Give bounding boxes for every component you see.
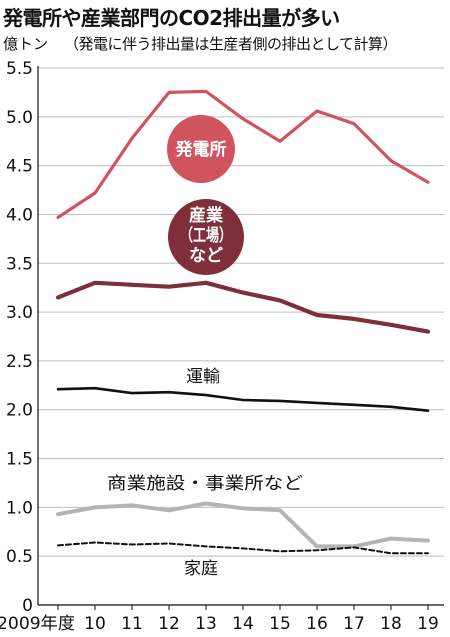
y-tick-label: 3.5: [6, 254, 33, 274]
x-tick-label: 12: [158, 614, 180, 634]
x-tick-label: 13: [195, 614, 217, 634]
y-tick-label: 2.0: [6, 401, 33, 421]
x-tick-label: 2009年度: [0, 614, 75, 634]
y-tick-label: 0.5: [6, 547, 33, 567]
y-tick-label: 4.0: [6, 205, 33, 225]
household-label: 家庭: [184, 559, 218, 579]
commercial-label: 商業施設・事業所など: [107, 474, 303, 494]
industry-label-line: 産業: [189, 205, 223, 226]
y-tick-label: 4.5: [6, 157, 33, 177]
y-tick-label: 5.0: [6, 108, 33, 128]
y-tick-label: 1.5: [6, 450, 33, 470]
x-tick-label: 11: [121, 614, 143, 634]
power-plant-label: 発電所: [175, 139, 227, 160]
y-tick-label: 5.5: [6, 59, 33, 79]
industry-label-line: など: [189, 246, 223, 266]
x-tick-label: 14: [232, 614, 254, 634]
commercial-line: [56, 501, 430, 549]
y-tick-label: 3.0: [6, 303, 33, 323]
x-tick-label: 18: [380, 614, 402, 634]
transport-line: [56, 386, 430, 412]
chart-subtitle: （発電に伴う排出量は生産者側の排出として計算）: [64, 35, 398, 53]
power-plant-line: [56, 89, 430, 219]
industry-line: [55, 280, 431, 334]
y-tick-label: 2.5: [6, 352, 33, 372]
x-tick-label: 15: [269, 614, 291, 634]
chart-title: 発電所や産業部門のCO2排出量が多い: [3, 6, 340, 30]
y-axis-unit: 億トン: [3, 35, 49, 53]
y-tick-label: 0: [22, 596, 33, 616]
x-tick-label: 17: [343, 614, 365, 634]
household-line: [57, 541, 429, 555]
y-tick-label: 1.0: [6, 498, 33, 518]
x-tick-label: 10: [84, 614, 106, 634]
x-tick-label: 19: [417, 614, 439, 634]
industry-label-bubble: [168, 199, 244, 275]
transport-label: 運輸: [186, 367, 220, 387]
x-tick-label: 16: [306, 614, 328, 634]
power-plant-label-bubble: [167, 115, 235, 183]
industry-label-line: （工場）: [180, 225, 232, 246]
